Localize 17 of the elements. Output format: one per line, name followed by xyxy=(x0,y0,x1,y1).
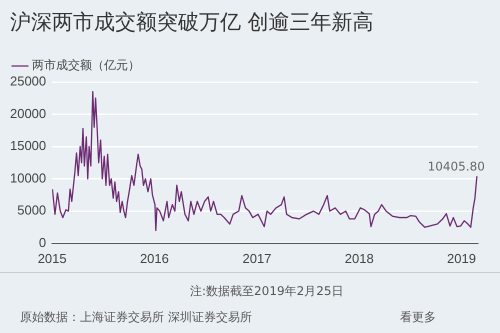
y-tick-label: 5000 xyxy=(17,202,46,218)
text: 看更多 xyxy=(400,309,436,326)
x-tick-label: 2016 xyxy=(140,250,169,266)
y-tick-label: 20000 xyxy=(10,106,46,121)
y-tick-label: 25000 xyxy=(10,74,46,89)
x-tick-label: 2018 xyxy=(344,250,374,266)
y-tick-label: 0 xyxy=(38,234,46,250)
chart-title: 沪深两市成交额突破万亿 创逾三年新高 xyxy=(10,9,374,36)
legend-label: 两市成交额（亿元） xyxy=(32,58,140,72)
y-tick-label: 15000 xyxy=(10,138,46,154)
x-tick-label: 2017 xyxy=(242,250,272,266)
x-tick-label: 2015 xyxy=(38,250,67,266)
text: 注:数据截至2019年2月25日 xyxy=(190,283,344,300)
annotation: 10405.80 xyxy=(428,159,485,174)
y-tick-label: 10000 xyxy=(10,170,46,186)
text: 原始数据：上海证券交易所 深圳证券交易所 xyxy=(20,309,252,326)
x-tick-label: 2019 xyxy=(447,250,476,266)
